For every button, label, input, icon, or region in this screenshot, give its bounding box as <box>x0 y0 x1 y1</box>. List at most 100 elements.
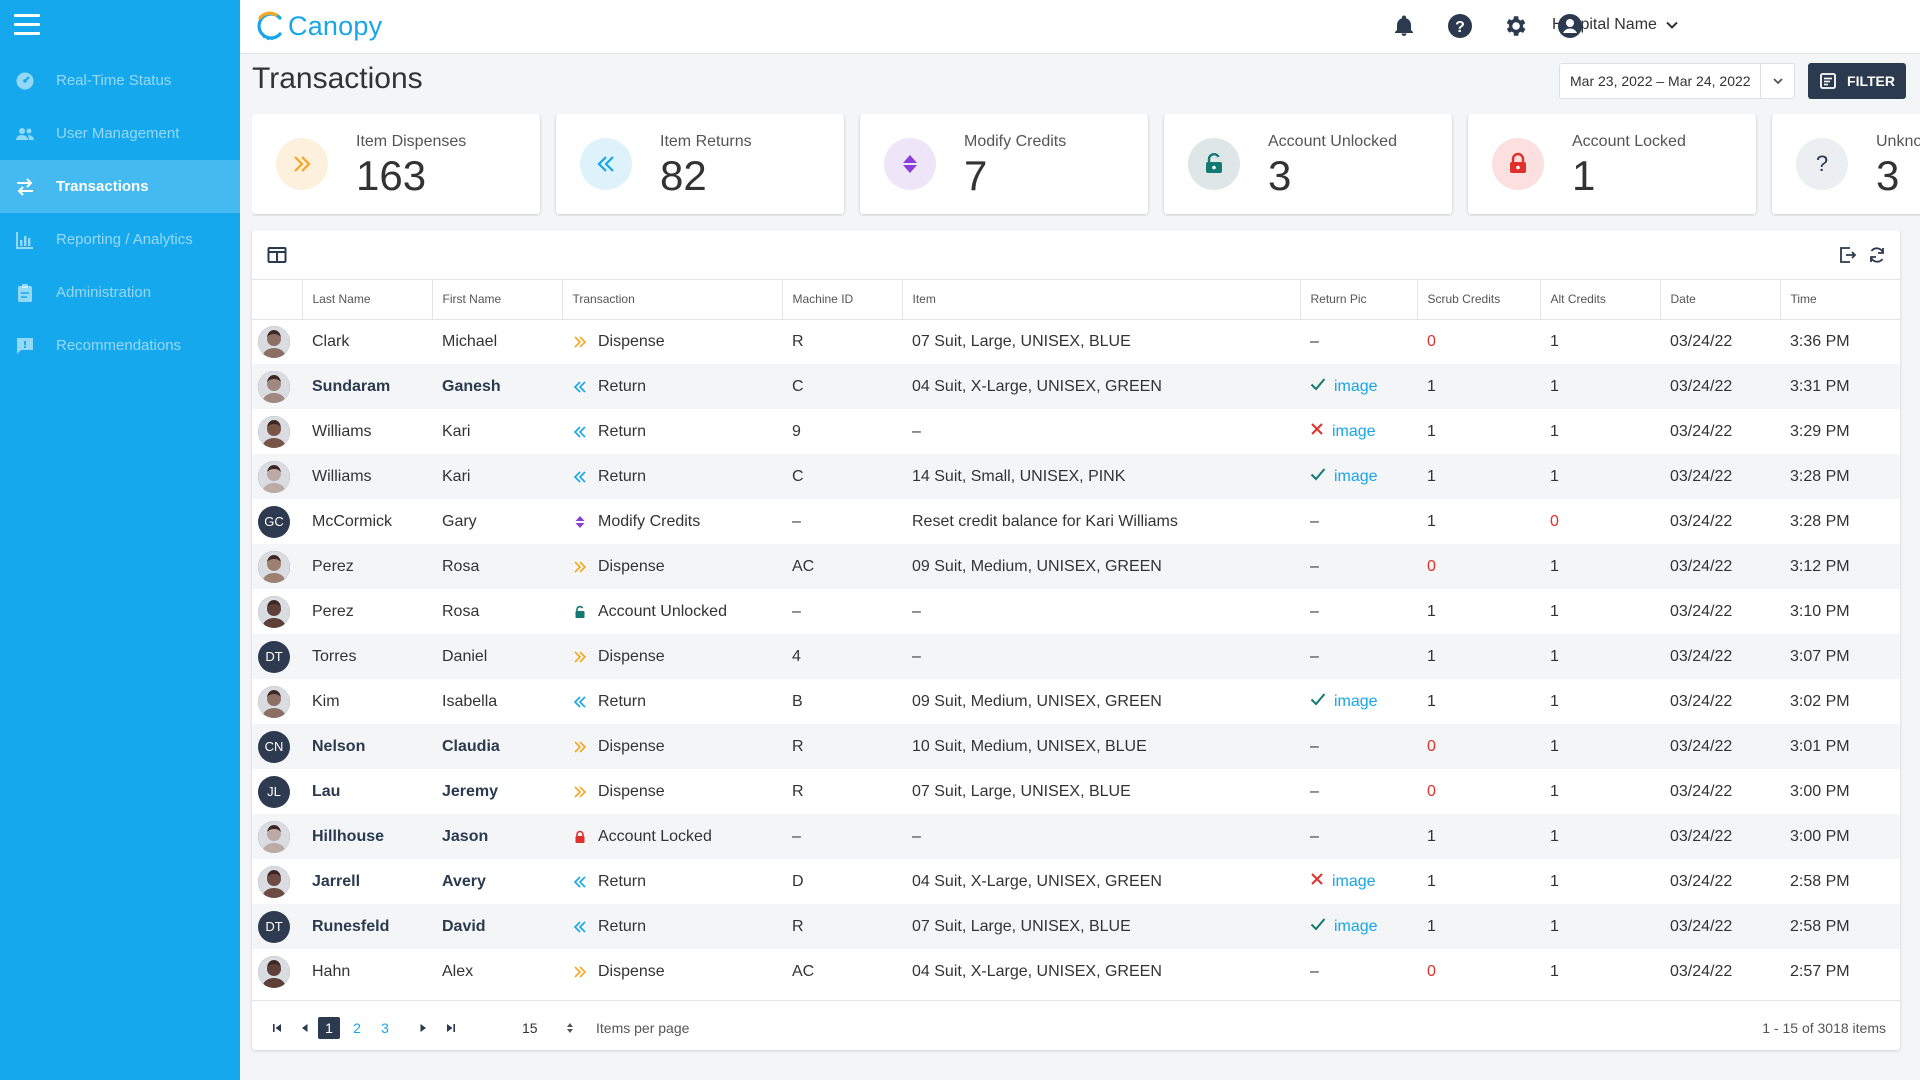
settings-gear-icon[interactable] <box>1501 12 1529 40</box>
stat-value: 82 <box>660 152 707 199</box>
column-header-transaction[interactable]: Transaction <box>561 280 782 320</box>
table-row[interactable]: Sundaram Ganesh Return C 04 Suit, X-Large, U… <box>252 364 1900 409</box>
avatar <box>258 865 290 898</box>
table-row[interactable]: Williams Kari Return C 14 Suit, Small, UNISE… <box>252 454 1900 499</box>
transaction-type: Dispense <box>572 648 782 666</box>
items-per-page-select[interactable]: 15 <box>516 1017 578 1039</box>
table-row[interactable]: DT Runesfeld David Return R 07 Suit, Large, U… <box>252 904 1900 949</box>
sidebar-item-recommendations[interactable]: Recommendations <box>0 319 240 372</box>
table-row[interactable]: Hillhouse Jason Account Locked – – – 1 1 03/24/2… <box>252 814 1900 859</box>
users-icon <box>14 123 36 145</box>
chevron-down-icon[interactable] <box>1760 64 1794 98</box>
last-name-cell: McCormick <box>312 512 392 530</box>
stat-card-modify-credits[interactable]: Modify Credits 7 <box>860 114 1148 214</box>
return-pic-cell: – <box>1310 332 1319 350</box>
page-3-button[interactable]: 3 <box>381 1020 389 1036</box>
sidebar-item-reporting-analytics[interactable]: Reporting / Analytics <box>0 213 240 266</box>
table-row[interactable]: JL Lau Jeremy Dispense R 07 Suit, Large, UNIS… <box>252 769 1900 814</box>
help-icon[interactable]: ? <box>1446 12 1474 40</box>
sidebar-item-administration[interactable]: Administration <box>0 266 240 319</box>
refresh-icon[interactable] <box>1866 244 1888 266</box>
next-page-icon[interactable] <box>412 1017 434 1039</box>
table-row[interactable]: DT Torres Daniel Dispense 4 – – 1 1 03/24/22 3:07 … <box>252 634 1900 679</box>
return-pic-link[interactable]: image <box>1310 377 1417 396</box>
column-header-scrub-credits[interactable]: Scrub Credits <box>1416 280 1540 320</box>
avatar <box>258 460 290 493</box>
modify-credits-icon <box>572 514 588 530</box>
first-name-cell: Kari <box>442 422 471 440</box>
last-page-icon[interactable] <box>440 1017 462 1039</box>
alt-credits-cell: 1 <box>1550 827 1559 845</box>
table-body: Clark Michael Dispense R 07 Suit, Large, UNI… <box>252 319 1900 994</box>
column-chooser-icon[interactable] <box>266 244 288 266</box>
column-header-first-name[interactable]: First Name <box>431 280 562 320</box>
sidebar-item-real-time-status[interactable]: Real-Time Status <box>0 54 240 107</box>
alt-credits-cell: 1 <box>1550 692 1559 710</box>
scrub-credits-cell: 1 <box>1427 647 1436 665</box>
machine-id-cell: 4 <box>792 647 801 665</box>
column-header-date[interactable]: Date <box>1659 280 1780 320</box>
export-icon[interactable] <box>1836 244 1858 266</box>
column-header-machine-id[interactable]: Machine ID <box>781 280 902 320</box>
table-row[interactable]: Perez Rosa Account Unlocked – – – 1 1 03/24/22 3:… <box>252 589 1900 634</box>
table-row[interactable]: CN Nelson Claudia Dispense R 10 Suit, Medium,… <box>252 724 1900 769</box>
date-cell: 03/24/22 <box>1670 692 1733 710</box>
sidebar-item-user-management[interactable]: User Management <box>0 107 240 160</box>
return-pic-link[interactable]: image <box>1310 467 1417 486</box>
transaction-label: Return <box>598 422 647 440</box>
stat-card-account-locked[interactable]: Account Locked 1 <box>1468 114 1756 214</box>
table-row[interactable]: Kim Isabella Return B 09 Suit, Medium, UNISE… <box>252 679 1900 724</box>
table-row[interactable]: Jarrell Avery Return D 04 Suit, X-Large, UNI… <box>252 859 1900 904</box>
item-cell: 09 Suit, Medium, UNISEX, GREEN <box>912 692 1162 710</box>
machine-id-cell: R <box>792 737 804 755</box>
page-1-button[interactable]: 1 <box>318 1017 340 1039</box>
sidebar-item-transactions[interactable]: Transactions <box>0 160 240 213</box>
return-pic-label: image <box>1334 692 1378 710</box>
column-header-item[interactable]: Item <box>901 280 1300 320</box>
return-pic-link[interactable]: image <box>1310 422 1417 441</box>
column-header-return-pic[interactable]: Return Pic <box>1299 280 1417 320</box>
previous-page-icon[interactable] <box>294 1017 316 1039</box>
canopy-logo[interactable]: Canopy <box>252 8 382 44</box>
return-icon <box>572 424 588 440</box>
column-header-alt-credits[interactable]: Alt Credits <box>1539 280 1660 320</box>
transaction-cell: Dispense <box>562 724 782 769</box>
stat-card-unknown[interactable]: ? Unknown 3 <box>1772 114 1920 214</box>
return-pic-link[interactable]: image <box>1310 872 1417 891</box>
table-row[interactable]: Williams Kari Return 9 – image 1 1 03/24/22 3:29 … <box>252 409 1900 454</box>
alt-credits-cell: 1 <box>1550 467 1559 485</box>
notifications-bell-icon[interactable] <box>1390 12 1418 40</box>
machine-id-cell: R <box>792 782 804 800</box>
table-row[interactable]: Perez Rosa Dispense AC 09 Suit, Medium, UNIS… <box>252 544 1900 589</box>
user-account-icon[interactable] <box>1556 12 1584 40</box>
column-header-last-name[interactable]: Last Name <box>301 280 432 320</box>
app-name: Canopy <box>288 10 383 41</box>
hamburger-menu-icon[interactable] <box>14 14 40 36</box>
stat-card-account-unlocked[interactable]: Account Unlocked 3 <box>1164 114 1452 214</box>
last-name-cell: Sundaram <box>312 377 391 395</box>
return-pic-link[interactable]: image <box>1310 692 1417 711</box>
page-2-button[interactable]: 2 <box>353 1020 361 1036</box>
alt-credits-cell: 1 <box>1550 332 1559 350</box>
last-name-cell: Jarrell <box>312 872 361 890</box>
table-row[interactable]: GC McCormick Gary Modify Credits – Reset cred… <box>252 499 1900 544</box>
table-row[interactable]: Clark Michael Dispense R 07 Suit, Large, UNI… <box>252 319 1900 364</box>
transactions-table: Last Name First Name Transaction Machine ID… <box>252 280 1900 994</box>
first-name-cell: Jason <box>442 827 489 845</box>
column-header-time[interactable]: Time <box>1779 280 1900 320</box>
filter-icon <box>1820 73 1836 89</box>
alt-credits-cell: 1 <box>1550 782 1559 800</box>
transaction-type: Return <box>572 873 782 891</box>
alt-credits-cell: 1 <box>1550 917 1559 935</box>
table-row[interactable]: Hahn Alex Dispense AC 04 Suit, X-Large, UNIS… <box>252 949 1900 994</box>
filter-button[interactable]: FILTER <box>1808 63 1906 99</box>
stat-card-item-dispenses[interactable]: Item Dispenses 163 <box>252 114 540 214</box>
item-cell: – <box>912 647 921 665</box>
date-cell: 03/24/22 <box>1670 872 1733 890</box>
date-range-picker[interactable]: Mar 23, 2022 – Mar 24, 2022 <box>1559 63 1795 99</box>
first-page-icon[interactable] <box>266 1017 288 1039</box>
return-pic-cell: – <box>1310 782 1319 800</box>
stat-card-item-returns[interactable]: Item Returns 82 <box>556 114 844 214</box>
last-name-cell: Nelson <box>312 737 366 755</box>
return-pic-link[interactable]: image <box>1310 917 1417 936</box>
